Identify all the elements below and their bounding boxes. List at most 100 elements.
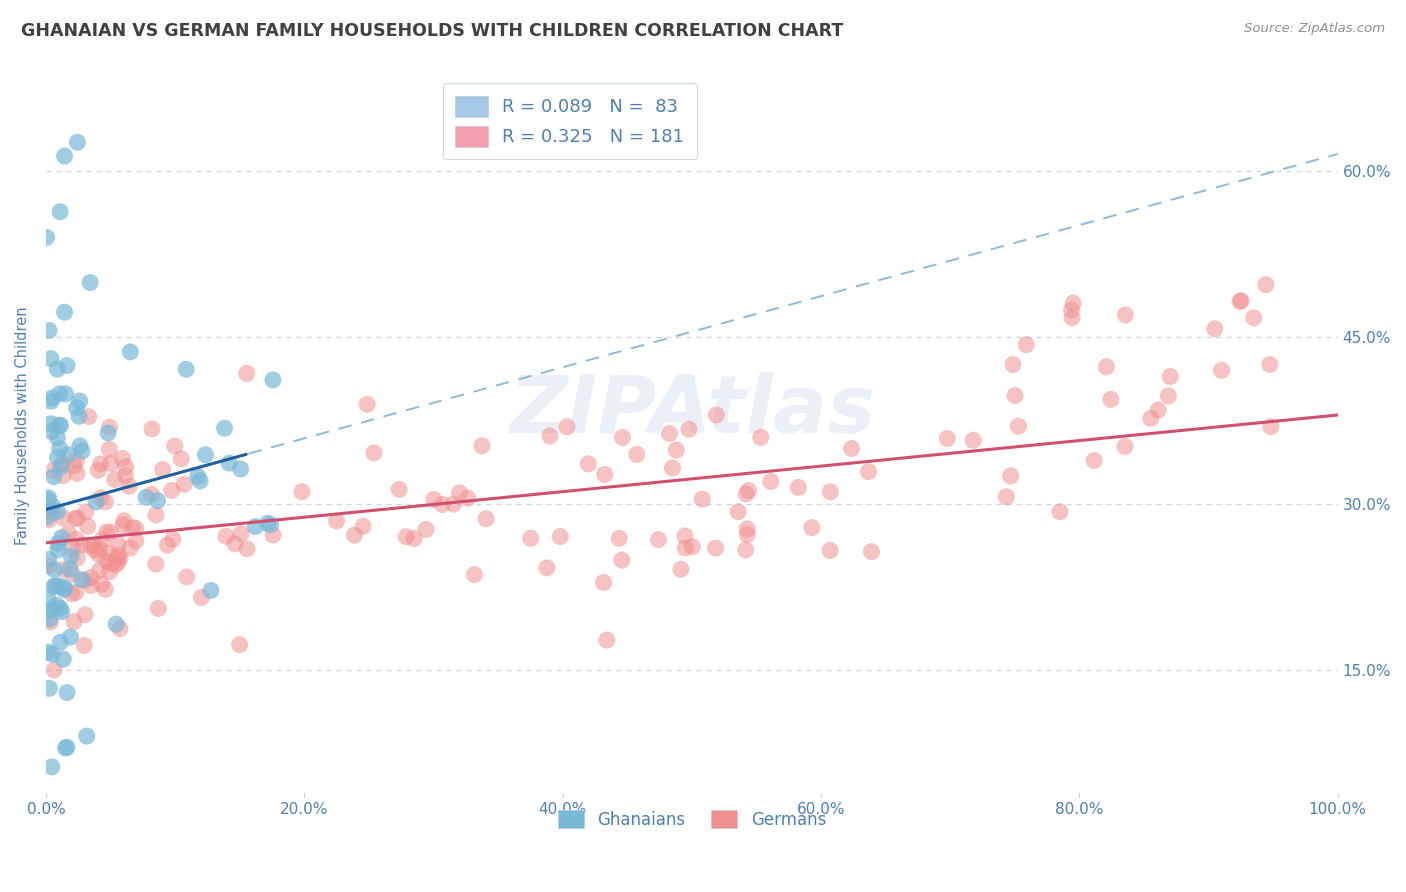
Point xyxy=(1007,419,1029,434)
Point xyxy=(39,615,62,629)
Point xyxy=(83,538,105,552)
Point xyxy=(669,562,692,576)
Point xyxy=(449,485,471,500)
Point xyxy=(141,422,163,436)
Point xyxy=(858,465,880,479)
Point xyxy=(65,453,87,467)
Point xyxy=(45,599,67,613)
Point xyxy=(818,543,841,558)
Point xyxy=(995,490,1018,504)
Point xyxy=(1114,308,1136,322)
Point xyxy=(114,468,136,483)
Point xyxy=(48,387,70,401)
Point xyxy=(105,617,128,632)
Point xyxy=(104,558,127,572)
Point xyxy=(214,421,236,435)
Point xyxy=(76,519,98,533)
Point xyxy=(1147,403,1170,417)
Point xyxy=(1001,358,1024,372)
Point xyxy=(42,469,65,483)
Point xyxy=(1004,389,1026,403)
Point xyxy=(105,551,128,566)
Point xyxy=(108,622,131,636)
Point xyxy=(42,579,65,593)
Point xyxy=(125,521,148,535)
Point xyxy=(173,477,195,491)
Point xyxy=(1254,277,1277,292)
Point xyxy=(59,630,82,644)
Point xyxy=(160,483,183,498)
Point xyxy=(56,740,79,755)
Point xyxy=(457,491,479,505)
Point xyxy=(48,579,70,593)
Point xyxy=(112,514,135,528)
Point xyxy=(37,645,59,659)
Point xyxy=(607,531,630,545)
Point xyxy=(107,537,129,551)
Point xyxy=(69,394,91,409)
Point xyxy=(42,663,65,677)
Point xyxy=(56,685,79,699)
Point xyxy=(94,495,117,509)
Point xyxy=(596,633,619,648)
Point xyxy=(94,582,117,597)
Point xyxy=(1243,310,1265,325)
Point xyxy=(46,431,69,445)
Point xyxy=(727,505,749,519)
Point xyxy=(176,570,198,584)
Point xyxy=(1211,363,1233,377)
Point xyxy=(224,537,246,551)
Point xyxy=(37,605,59,619)
Point xyxy=(111,517,134,532)
Point xyxy=(734,542,756,557)
Point xyxy=(141,487,163,501)
Point xyxy=(593,467,616,482)
Point xyxy=(53,305,76,319)
Point xyxy=(91,533,114,547)
Point xyxy=(352,519,374,533)
Point xyxy=(46,543,69,558)
Point xyxy=(73,639,96,653)
Point xyxy=(388,483,411,497)
Point xyxy=(356,397,378,411)
Point xyxy=(1000,468,1022,483)
Point xyxy=(90,577,112,591)
Point xyxy=(49,204,72,219)
Point xyxy=(96,525,118,540)
Point xyxy=(60,549,83,563)
Point xyxy=(174,362,197,376)
Point xyxy=(39,351,62,366)
Point xyxy=(236,541,259,556)
Point xyxy=(555,420,578,434)
Point xyxy=(49,418,72,433)
Point xyxy=(735,522,758,536)
Point xyxy=(665,443,688,458)
Point xyxy=(1230,293,1253,308)
Point xyxy=(841,442,863,456)
Point xyxy=(229,462,252,476)
Point xyxy=(120,541,142,555)
Point xyxy=(1229,294,1251,309)
Point xyxy=(215,529,238,543)
Point xyxy=(66,551,89,566)
Point xyxy=(423,492,446,507)
Point xyxy=(145,508,167,522)
Point xyxy=(89,541,111,556)
Point xyxy=(55,741,77,756)
Point xyxy=(111,451,134,466)
Point xyxy=(519,531,541,545)
Text: Source: ZipAtlas.com: Source: ZipAtlas.com xyxy=(1244,22,1385,36)
Point xyxy=(62,541,84,556)
Point xyxy=(73,607,96,622)
Point xyxy=(55,387,77,401)
Point xyxy=(471,439,494,453)
Point xyxy=(56,359,79,373)
Point xyxy=(152,462,174,476)
Point xyxy=(46,505,69,519)
Point xyxy=(1062,296,1084,310)
Point xyxy=(53,149,76,163)
Point xyxy=(626,447,648,461)
Point xyxy=(51,456,73,470)
Point xyxy=(37,493,59,508)
Point xyxy=(170,451,193,466)
